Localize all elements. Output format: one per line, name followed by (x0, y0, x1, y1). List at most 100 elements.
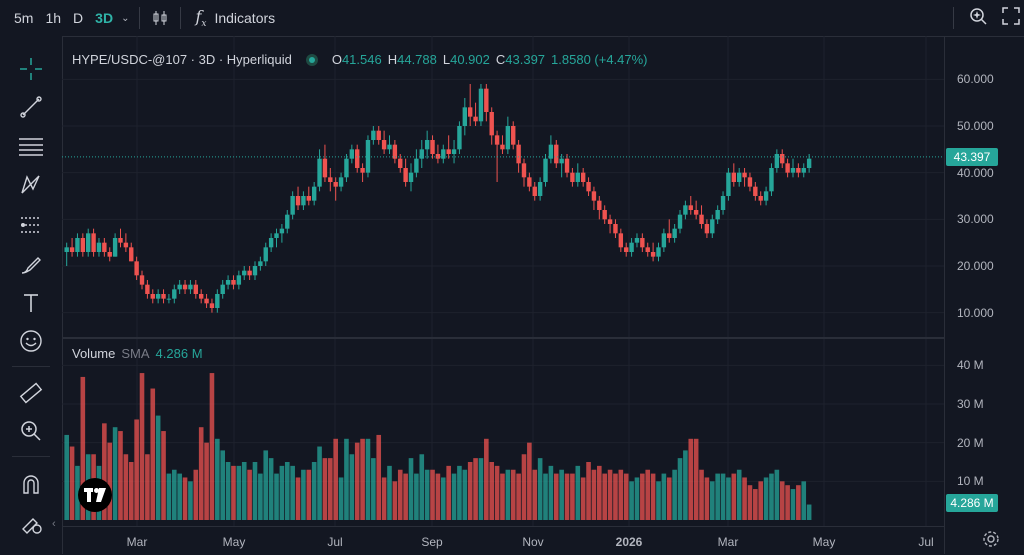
price-tick-label: 20.000 (957, 259, 994, 273)
candle-body (86, 233, 91, 252)
volume-bar (661, 473, 667, 520)
volume-bar (559, 469, 564, 520)
magnet-icon[interactable] (16, 470, 46, 500)
candle-body (344, 158, 349, 178)
volume-bar (570, 473, 575, 520)
trendline-icon[interactable] (16, 92, 46, 122)
zoom-icon[interactable] (16, 416, 46, 446)
brush-icon[interactable] (16, 250, 46, 280)
indicators-button[interactable]: fx Indicators (191, 7, 279, 29)
crosshair-icon[interactable] (16, 54, 46, 84)
volume-bar (543, 473, 548, 520)
volume-bar (742, 477, 747, 520)
volume-bar (376, 434, 382, 520)
chart-type-icon[interactable] (150, 8, 170, 28)
candle-body (613, 224, 618, 234)
candle-body (693, 210, 699, 215)
volume-bar (779, 481, 785, 520)
toolbar-divider (953, 6, 954, 29)
candle-body (182, 284, 188, 290)
candle-body (112, 238, 118, 257)
price-change: 1.8580 (+4.47%) (551, 52, 648, 67)
candle-body (75, 238, 80, 252)
volume-bar (720, 473, 726, 520)
toolbar-divider (139, 7, 141, 29)
volume-bar (252, 462, 258, 520)
candle-body (731, 172, 737, 182)
lock-icon[interactable] (16, 508, 46, 538)
timeframe-3d[interactable]: 3D (95, 10, 114, 26)
volume-bar (344, 438, 349, 520)
fullscreen-icon[interactable] (1002, 7, 1020, 28)
timeframe-d[interactable]: D (73, 10, 84, 26)
price-axis[interactable]: 60.000 50.000 40.000 30.000 20.000 10.000 40 M… (944, 36, 1024, 554)
text-icon[interactable] (16, 288, 46, 318)
volume-bar (360, 438, 365, 520)
candle-body (317, 158, 322, 187)
candle-body (274, 233, 279, 238)
candle-body (102, 242, 107, 252)
volume-bar (333, 438, 338, 520)
volume-bar (123, 454, 129, 520)
chevron-down-icon[interactable]: ⌄ (121, 12, 130, 24)
candle-body (231, 280, 236, 285)
candle-body (688, 205, 693, 210)
search-alert-icon[interactable] (968, 6, 988, 29)
candle-body (107, 252, 112, 257)
price-tick-label: 40.000 (957, 165, 994, 180)
candle-body (559, 158, 564, 164)
volume-legend[interactable]: Volume SMA 4.286 M (72, 346, 203, 361)
time-tick-label: May (812, 535, 836, 549)
indicators-label: Indicators (214, 10, 276, 26)
candle-body (123, 242, 129, 248)
volume-bar (758, 481, 764, 520)
timeframe-1h[interactable]: 1h (45, 10, 62, 26)
candle-body (290, 196, 295, 215)
price-tick-label: 30.000 (957, 212, 994, 227)
timeframe-5m[interactable]: 5m (14, 10, 34, 26)
candle-body (489, 112, 494, 136)
time-axis[interactable]: Mar May Jul Sep Nov 2026 Mar May Jul (62, 526, 944, 555)
candle-body (710, 219, 715, 234)
volume-bar (484, 438, 489, 520)
timeframe-group: 5m 1h D 3D (0, 10, 119, 26)
candle-body (527, 177, 532, 187)
collapse-arrow-icon[interactable]: ‹ (52, 518, 56, 530)
candle-body (301, 196, 306, 206)
volume-bar (295, 477, 301, 520)
candle-body (505, 126, 511, 150)
ohlc-high: H44.788 (387, 52, 437, 67)
candle-body (441, 149, 446, 159)
candle-body (349, 149, 355, 159)
candle-body (548, 144, 554, 159)
candle-body (554, 144, 559, 164)
candle-body (355, 149, 360, 168)
volume-bar (774, 469, 780, 520)
volume-bar (150, 388, 156, 520)
fib-icon[interactable] (16, 132, 46, 162)
volume-bar (677, 458, 683, 520)
volume-bar (467, 462, 473, 520)
settings-icon[interactable] (982, 530, 1000, 553)
ruler-icon[interactable] (16, 378, 46, 408)
time-tick-label: Jul (918, 535, 934, 549)
volume-bar (354, 442, 360, 520)
candle-body (543, 158, 548, 182)
chart-canvas[interactable] (62, 36, 944, 526)
tradingview-logo[interactable] (78, 478, 112, 512)
forecast-icon[interactable] (16, 210, 46, 240)
volume-bar (548, 465, 554, 520)
price-tick-label: 50.000 (957, 119, 994, 133)
emoji-icon[interactable] (16, 326, 46, 356)
volume-bar (462, 469, 468, 520)
volume-bar (500, 473, 505, 520)
candle-body (747, 177, 753, 187)
candle-body (774, 154, 780, 168)
volume-bar (629, 481, 634, 520)
symbol-title[interactable]: HYPE/USDC-@107 · 3D · Hyperliquid (72, 52, 292, 67)
pattern-icon[interactable] (16, 170, 46, 200)
volume-bar (527, 442, 532, 520)
volume-bar (763, 477, 769, 520)
volume-bar (263, 450, 269, 520)
volume-bar (371, 458, 376, 520)
